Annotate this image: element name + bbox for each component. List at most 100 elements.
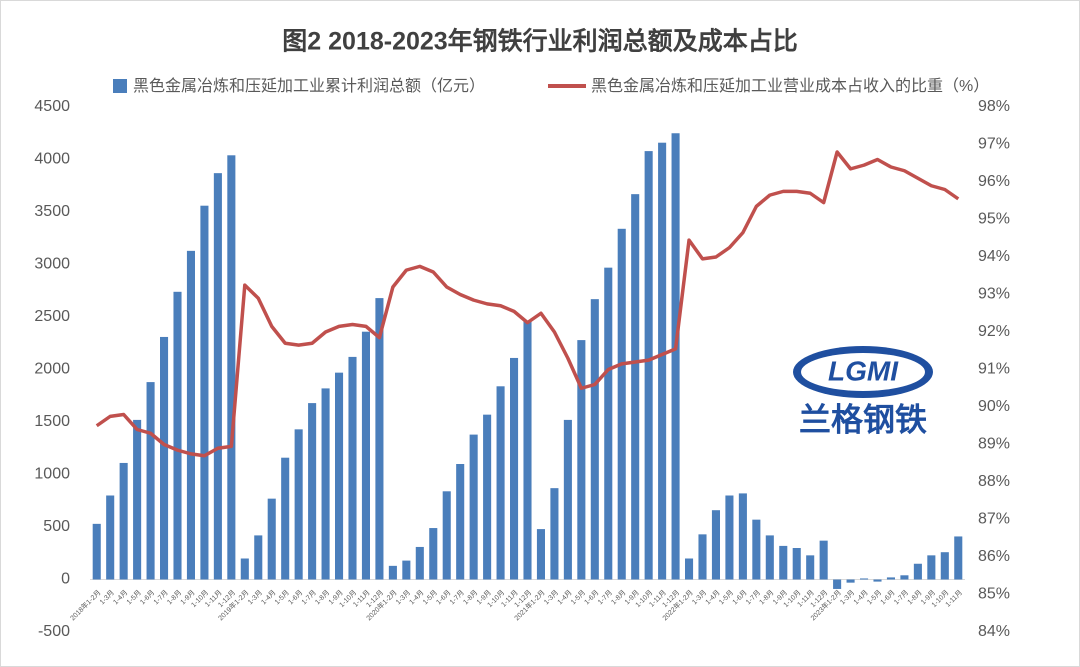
bar xyxy=(173,291,182,580)
bar xyxy=(617,228,626,580)
y2-tick-label: 96% xyxy=(978,173,1010,190)
y-tick-label: 4500 xyxy=(34,98,70,115)
bar xyxy=(186,250,195,580)
y-tick-label: 4000 xyxy=(34,151,70,168)
bar xyxy=(577,340,586,580)
bar xyxy=(954,536,963,580)
bar xyxy=(631,194,640,580)
y-tick-label: 500 xyxy=(43,518,70,535)
bar xyxy=(321,388,330,580)
logo: LGMI 兰格钢铁 xyxy=(793,346,933,439)
y2-tick-label: 90% xyxy=(978,398,1010,415)
bar xyxy=(456,464,465,580)
bar xyxy=(240,558,249,580)
bar xyxy=(146,382,155,580)
bar xyxy=(860,578,869,580)
y2-tick-label: 87% xyxy=(978,511,1010,528)
bar xyxy=(213,173,222,580)
bar xyxy=(685,558,694,580)
y-tick-label: 2500 xyxy=(34,308,70,325)
y-tick-label: 0 xyxy=(61,571,70,588)
bar xyxy=(563,419,572,580)
y2-tick-label: 88% xyxy=(978,473,1010,490)
bar xyxy=(483,414,492,580)
y-tick-label: 1000 xyxy=(34,466,70,483)
bar xyxy=(779,545,788,580)
bar xyxy=(671,133,680,580)
bar xyxy=(738,493,747,580)
chart-title: 图2 2018-2023年钢铁行业利润总额及成本占比 xyxy=(282,27,797,56)
bar xyxy=(415,546,424,580)
bar xyxy=(429,528,438,580)
bar xyxy=(496,386,505,580)
bar xyxy=(281,457,290,580)
bar xyxy=(510,357,519,580)
bar xyxy=(335,372,344,580)
y2-tick-label: 93% xyxy=(978,286,1010,303)
line xyxy=(95,150,960,458)
y2-tick-label: 95% xyxy=(978,211,1010,228)
bar xyxy=(133,419,142,580)
bar xyxy=(819,540,828,580)
y2-tick-label: 91% xyxy=(978,361,1010,378)
bar xyxy=(550,488,559,580)
bar xyxy=(792,548,801,580)
y2-tick-label: 89% xyxy=(978,436,1010,453)
bar xyxy=(886,577,895,580)
bar xyxy=(725,495,734,580)
bar xyxy=(227,155,236,580)
y-tick-label: 2000 xyxy=(34,361,70,378)
logo-inner xyxy=(801,353,925,391)
bar xyxy=(927,555,936,580)
bar xyxy=(900,575,909,580)
y-tick-label: -500 xyxy=(38,623,70,640)
bar xyxy=(402,560,411,580)
y2-tick-label: 97% xyxy=(978,136,1010,153)
y2-tick-label: 92% xyxy=(978,323,1010,340)
bar xyxy=(523,321,532,580)
y-tick-label: 3000 xyxy=(34,256,70,273)
bar xyxy=(160,336,169,580)
bar xyxy=(254,535,263,580)
y2-tick-label: 85% xyxy=(978,586,1010,603)
bar xyxy=(752,519,761,580)
legend-label: 黑色金属冶炼和压延加工业累计利润总额（亿元） xyxy=(133,77,485,95)
bar xyxy=(267,498,276,580)
y-tick-label: 3500 xyxy=(34,203,70,220)
bar xyxy=(698,534,707,580)
bar xyxy=(106,495,115,580)
bar xyxy=(375,298,384,580)
bar xyxy=(913,563,922,580)
bar xyxy=(765,535,774,580)
bar xyxy=(604,267,613,580)
bar xyxy=(833,579,842,589)
legend-swatch xyxy=(113,79,127,93)
bar xyxy=(873,579,882,582)
bar xyxy=(361,331,370,580)
legend-label: 黑色金属冶炼和压延加工业营业成本占收入的比重（%） xyxy=(591,77,989,95)
bar xyxy=(92,523,101,580)
y-tick-label: 1500 xyxy=(34,413,70,430)
bar xyxy=(388,565,397,580)
bar xyxy=(658,142,667,580)
bar xyxy=(294,429,303,580)
logo-name: 兰格钢铁 xyxy=(799,401,927,439)
bar xyxy=(119,462,128,580)
bar xyxy=(644,151,653,580)
bar xyxy=(940,552,949,580)
y2-tick-label: 84% xyxy=(978,623,1010,640)
bar xyxy=(536,529,545,580)
bar xyxy=(846,579,855,583)
bar xyxy=(442,491,451,580)
bar xyxy=(469,434,478,580)
bar xyxy=(348,356,357,580)
bar xyxy=(806,555,815,580)
bar xyxy=(308,403,317,580)
y2-tick-label: 98% xyxy=(978,98,1010,115)
logo-mark: LGMI xyxy=(828,355,899,386)
y2-tick-label: 94% xyxy=(978,248,1010,265)
bar xyxy=(200,205,209,580)
bar xyxy=(711,510,720,580)
bar xyxy=(590,299,599,580)
